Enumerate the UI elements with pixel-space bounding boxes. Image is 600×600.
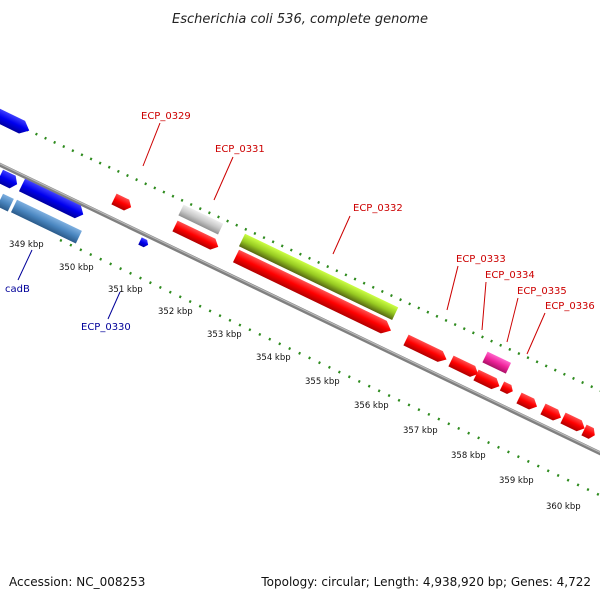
gene-label-ecp0336[interactable]: ECP_0336 (545, 301, 595, 312)
gene-red-f[interactable] (516, 392, 539, 412)
kbp-label: 358 kbp (451, 451, 486, 461)
gene-label-ecp0334[interactable]: ECP_0334 (485, 270, 535, 281)
gene-red-h[interactable] (560, 412, 587, 434)
kbp-label: 356 kbp (354, 401, 389, 411)
kbp-label: 353 kbp (207, 330, 242, 340)
gene-label-ecp0333[interactable]: ECP_0333 (456, 254, 506, 265)
kbp-label: 352 kbp (158, 307, 193, 317)
gene-red-d[interactable] (473, 369, 502, 392)
kbp-label: 350 kbp (59, 263, 94, 273)
gene-red-b[interactable] (403, 334, 449, 365)
gene-labels: ECP_0329 ECP_0331 ECP_0332 ECP_0333 ECP_… (5, 111, 595, 333)
kbp-label: 360 kbp (546, 502, 581, 512)
gene-red-i[interactable] (581, 424, 597, 441)
genome-backbone (0, 162, 600, 456)
gene-ecp0332[interactable] (238, 233, 399, 321)
kbp-label: 351 kbp (108, 285, 143, 295)
gene-label-ecp0335[interactable]: ECP_0335 (517, 286, 567, 297)
gene-ecp0334[interactable] (482, 351, 512, 374)
gene-ecp0331[interactable] (178, 204, 224, 235)
label-leaders (17, 122, 546, 355)
gene-red-e[interactable] (499, 381, 515, 395)
gene-red-long[interactable] (232, 249, 394, 337)
gene-steelblue-long[interactable] (10, 199, 82, 244)
topology-text: Topology: circular; Length: 4,938,920 bp… (260, 575, 591, 589)
gene-blue-small[interactable] (138, 237, 150, 248)
kbp-label: 349 kbp (9, 240, 44, 250)
gene-features (0, 83, 32, 137)
gene-label-cadb[interactable]: cadB (5, 284, 30, 295)
gene-label-ecp0330[interactable]: ECP_0330 (81, 322, 131, 333)
gene-blue-1[interactable] (0, 83, 32, 137)
gene-red-a[interactable] (172, 220, 220, 253)
kbp-label: 357 kbp (403, 426, 438, 436)
gene-label-ecp0332[interactable]: ECP_0332 (353, 203, 403, 214)
accession-text: Accession: NC_008253 (9, 575, 145, 589)
gene-red-g[interactable] (540, 403, 563, 423)
kbp-label: 355 kbp (305, 377, 340, 387)
gene-steelblue-left[interactable] (0, 193, 14, 212)
kbp-label: 359 kbp (499, 476, 534, 486)
gene-label-ecp0329[interactable]: ECP_0329 (141, 111, 191, 122)
gene-ecp0329[interactable] (111, 193, 133, 213)
gene-blue-long[interactable] (18, 178, 86, 221)
map-title: Escherichia coli 536, complete genome (172, 12, 428, 27)
gene-red-c[interactable] (448, 355, 480, 380)
gene-blue-left[interactable] (0, 169, 20, 191)
kbp-labels: 349 kbp 350 kbp 351 kbp 352 kbp 353 kbp … (9, 240, 581, 512)
gene-label-ecp0331[interactable]: ECP_0331 (215, 144, 265, 155)
kbp-label: 354 kbp (256, 353, 291, 363)
outer-dotted-track (0, 116, 600, 392)
inner-dotted-track (59, 238, 600, 497)
